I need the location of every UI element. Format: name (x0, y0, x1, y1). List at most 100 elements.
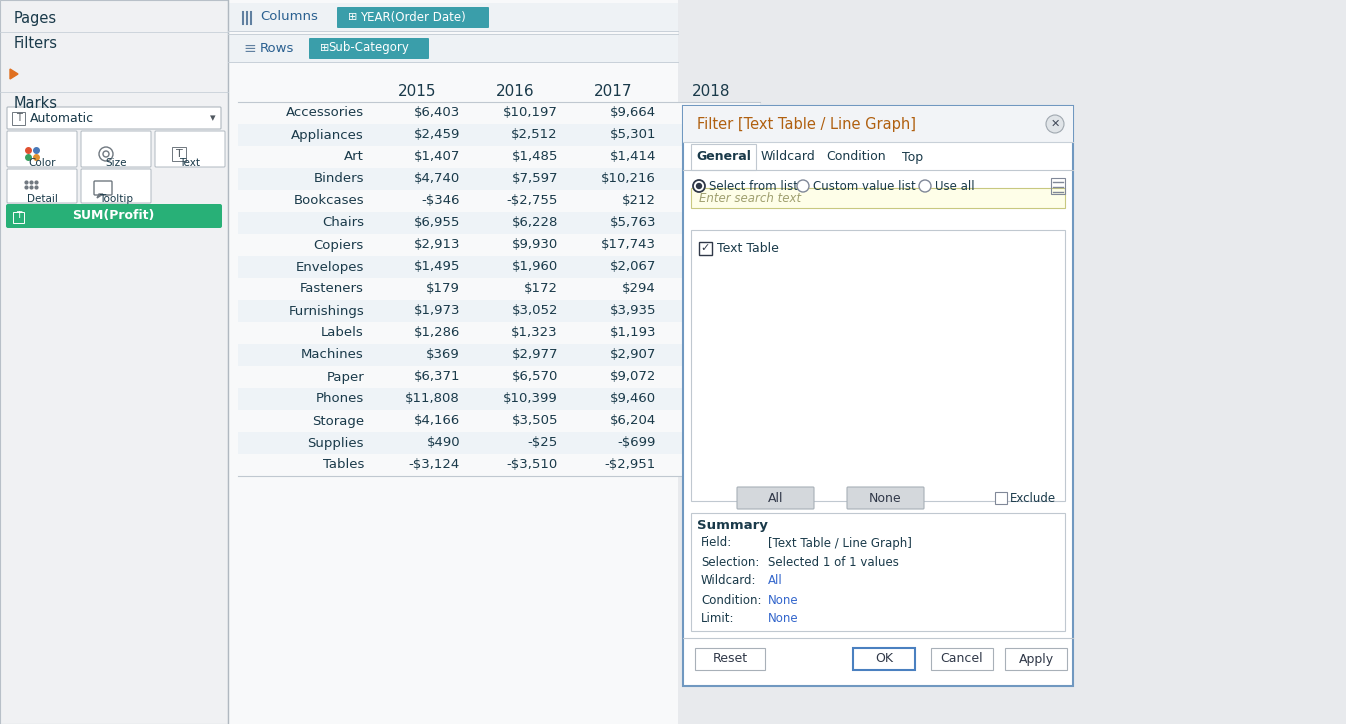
Text: Supplies: Supplies (307, 437, 363, 450)
Bar (238, 432, 760, 454)
Circle shape (693, 180, 705, 192)
FancyBboxPatch shape (5, 204, 222, 228)
Text: $4,099: $4,099 (708, 305, 754, 318)
Text: Machines: Machines (302, 348, 363, 361)
Bar (690, 144, 756, 170)
Bar (238, 256, 760, 278)
Text: Text: Text (179, 158, 201, 168)
Text: $4,166: $4,166 (413, 415, 460, 427)
Bar (238, 212, 760, 234)
Text: -$699: -$699 (618, 437, 656, 450)
Text: $1,286: $1,286 (413, 327, 460, 340)
Text: Enter search text: Enter search text (699, 192, 801, 204)
Text: Copiers: Copiers (314, 238, 363, 251)
Text: Accessories: Accessories (285, 106, 363, 119)
Text: Wildcard:: Wildcard: (701, 575, 756, 587)
Bar (690, 513, 1065, 631)
Text: Art: Art (345, 151, 363, 164)
Text: $294: $294 (622, 282, 656, 295)
Text: Automatic: Automatic (30, 111, 94, 125)
Bar (12, 112, 26, 125)
Text: Appliances: Appliances (291, 128, 363, 141)
Text: YEAR(Order Date): YEAR(Order Date) (361, 11, 466, 23)
Text: Top: Top (902, 151, 923, 164)
Bar (238, 344, 760, 366)
Text: Size: Size (105, 158, 127, 168)
Text: $7,670: $7,670 (708, 172, 754, 185)
Bar (13, 212, 24, 223)
Text: -$2,869: -$2,869 (703, 348, 754, 361)
Text: $369: $369 (427, 348, 460, 361)
Polygon shape (97, 194, 104, 198)
Text: $9,930: $9,930 (511, 238, 559, 251)
Bar (238, 234, 760, 256)
Bar (699, 242, 712, 255)
Bar (227, 3, 678, 31)
Text: $1,414: $1,414 (610, 151, 656, 164)
Bar (238, 410, 760, 432)
Text: $212: $212 (622, 195, 656, 208)
Text: $3,052: $3,052 (511, 305, 559, 318)
Text: $1,973: $1,973 (413, 305, 460, 318)
Text: $5,301: $5,301 (610, 128, 656, 141)
Text: SUM(Profit): SUM(Profit) (71, 209, 155, 222)
Bar (227, 34, 678, 62)
Bar (238, 278, 760, 300)
Text: ≡: ≡ (244, 41, 256, 56)
FancyBboxPatch shape (7, 131, 77, 167)
Text: Condition:: Condition: (701, 594, 762, 607)
Text: Select from list: Select from list (709, 180, 798, 193)
Text: T: T (16, 211, 22, 221)
Text: $10,197: $10,197 (503, 106, 559, 119)
Text: -$3,124: -$3,124 (409, 458, 460, 471)
Text: ✓: ✓ (701, 243, 711, 253)
Text: $7,865: $7,865 (708, 128, 754, 141)
Text: $17,743: $17,743 (602, 238, 656, 251)
Bar (682, 106, 1073, 142)
Text: $1,745: $1,745 (708, 327, 754, 340)
Text: $7,644: $7,644 (708, 216, 754, 230)
Bar (1051, 178, 1065, 194)
Text: 2018: 2018 (692, 83, 731, 98)
Text: $10,399: $10,399 (503, 392, 559, 405)
Text: Color: Color (28, 158, 55, 168)
Text: None: None (870, 492, 902, 505)
Bar (227, 0, 678, 724)
Text: -$2,951: -$2,951 (604, 458, 656, 471)
Text: $2,459: $2,459 (413, 128, 460, 141)
Text: ▾: ▾ (210, 113, 215, 123)
FancyBboxPatch shape (310, 38, 429, 59)
Text: Sub-Category: Sub-Category (328, 41, 409, 54)
Text: 2015: 2015 (398, 83, 436, 98)
Text: $6,955: $6,955 (413, 216, 460, 230)
Circle shape (696, 182, 703, 189)
Text: T: T (16, 113, 22, 123)
Text: Bookcases: Bookcases (293, 195, 363, 208)
Text: $2,222: $2,222 (708, 151, 754, 164)
Text: Wildcard: Wildcard (760, 151, 816, 164)
Bar (238, 124, 760, 146)
Text: $7,597: $7,597 (511, 172, 559, 185)
Text: $9,664: $9,664 (610, 106, 656, 119)
Bar (695, 648, 765, 670)
Text: Filter [Text Table / Line Graph]: Filter [Text Table / Line Graph] (697, 117, 917, 132)
Bar (931, 648, 993, 670)
Text: Rows: Rows (260, 41, 295, 54)
Text: Reset: Reset (712, 652, 747, 665)
Text: $25,032: $25,032 (699, 238, 754, 251)
Text: All: All (769, 575, 783, 587)
Text: $2,067: $2,067 (610, 261, 656, 274)
Text: $6,371: $6,371 (413, 371, 460, 384)
Text: -$8,141: -$8,141 (703, 458, 754, 471)
Text: 2017: 2017 (594, 83, 633, 98)
Text: $6,403: $6,403 (413, 106, 460, 119)
Text: $179: $179 (427, 282, 460, 295)
Text: Exclude: Exclude (1010, 492, 1057, 505)
Bar (238, 190, 760, 212)
Circle shape (919, 180, 931, 192)
Bar (238, 322, 760, 344)
Text: Apply: Apply (1019, 652, 1054, 665)
Text: $4,740: $4,740 (413, 172, 460, 185)
Text: 2016: 2016 (495, 83, 534, 98)
Bar (0, 0, 227, 724)
